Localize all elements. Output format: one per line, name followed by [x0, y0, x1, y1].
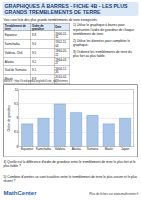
html-text:1952-11-04: 1952-11-04 [55, 40, 67, 48]
html-text:8.8: 8.8 [32, 77, 37, 81]
svg-text:10: 10 [15, 88, 19, 92]
html-text:3) Ordonne les tremblements de: 3) Ordonne les tremblements de terre du … [73, 49, 132, 58]
html-text:4) Quelle est la différence d': 4) Quelle est la différence d'ordre de g… [3, 159, 136, 168]
svg-text:Ordre de grandeur: Ordre de grandeur [7, 104, 11, 132]
svg-text:Equateur: Equateur [21, 147, 33, 151]
html-text:2004-12-26: 2004-12-26 [55, 66, 68, 74]
html-text:GRAPHIQUES À BARRES - FICHE 4B: GRAPHIQUES À BARRES - FICHE 4B - LES PLU… [4, 2, 128, 15]
html-text:Kamchatka: Kamchatka [4, 42, 20, 46]
html-text:1960-05-22: 1960-05-22 [55, 49, 68, 57]
svg-text:Alaska: Alaska [72, 147, 81, 151]
html-text:Sud de Sumatra: Sud de Sumatra [4, 68, 27, 72]
html-text:8.8: 8.8 [32, 33, 37, 37]
html-text:9.1: 9.1 [32, 68, 37, 72]
html-text:1964-03-27: 1964-03-27 [55, 58, 68, 65]
html-text:Valdivia, Chili: Valdivia, Chili [4, 51, 23, 55]
svg-text:Maule: Maule [105, 147, 114, 151]
html-text:Maule: Maule [4, 77, 13, 81]
svg-text:Kamchatka: Kamchatka [36, 147, 51, 151]
html-text:9.2: 9.2 [32, 59, 37, 64]
html-text:5) Combien d'années se sont éc: 5) Combien d'années se sont écoulées ent… [3, 174, 138, 183]
html-text:2010-02-27: 2010-02-27 [55, 75, 68, 83]
svg-text:Japon: Japon [121, 147, 130, 151]
html-text:Plus de fiches sur www.mathcen: Plus de fiches sur www.mathcenter.fr [89, 192, 139, 196]
html-text:Alaska: Alaska [4, 59, 14, 64]
svg-text:8: 8 [16, 145, 18, 149]
html-text:9.0: 9.0 [32, 42, 37, 46]
svg-text:9.5: 9.5 [14, 102, 19, 106]
html-text:Ordre de grandeur: Ordre de grandeur [32, 24, 44, 30]
html-text:9.5: 9.5 [32, 51, 37, 55]
svg-text:8.5: 8.5 [14, 130, 19, 134]
html-text:MathCenter: MathCenter [3, 189, 37, 197]
html-text:2) Utilise les données pour co: 2) Utilise les données pour compléter le… [73, 38, 131, 47]
html-text:Voici une liste des plus grand: Voici une liste des plus grands tremblem… [3, 17, 98, 22]
html-text:2011-03-11: 2011-03-11 [55, 84, 67, 92]
html-text:Equateur: Equateur [4, 33, 17, 37]
html-text:Date: Date [55, 25, 62, 29]
html-text:9.0: 9.0 [32, 86, 37, 90]
html-text:1906-01-31: 1906-01-31 [55, 31, 68, 39]
svg-text:Valdivia: Valdivia [55, 147, 66, 151]
html-text:1) Utilise le graphique à barr: 1) Utilise le graphique à barres pour re… [73, 23, 134, 36]
svg-text:Sumatra: Sumatra [87, 147, 99, 151]
html-text:Source : http://fr.wikipedia.o: Source : http://fr.wikipedia.org/wiki/Li… [3, 79, 68, 83]
html-text:Japon: Japon [4, 86, 13, 90]
html-text:Tremblement de terre: Tremblement de terre [4, 24, 26, 30]
svg-text:9: 9 [16, 116, 18, 120]
